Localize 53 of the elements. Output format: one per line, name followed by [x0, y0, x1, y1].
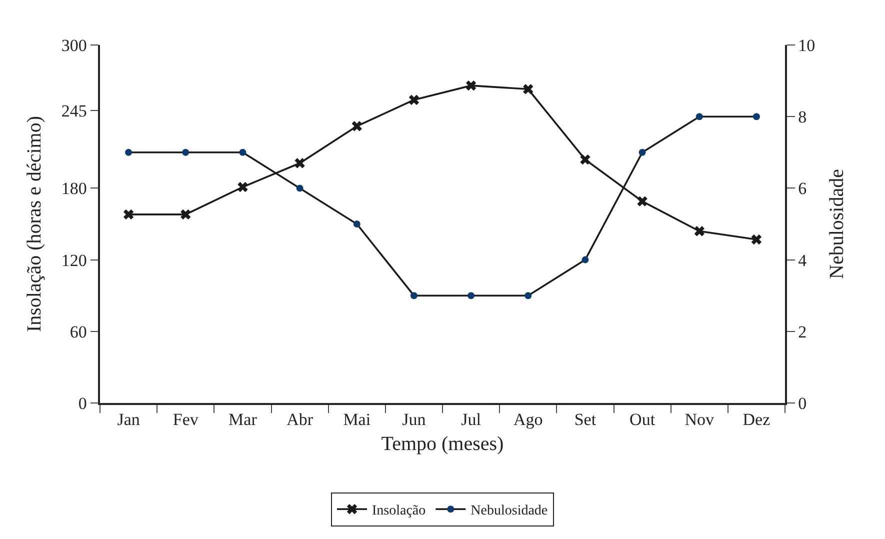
y-axis-title: Insolação (horas e décimo) [23, 116, 46, 332]
x-tick-label: Out [630, 410, 656, 430]
point [752, 113, 760, 120]
point [637, 196, 648, 206]
x-tick-label: Mar [228, 410, 258, 430]
point [238, 182, 248, 192]
point [125, 148, 132, 156]
point [524, 292, 532, 300]
point [123, 209, 134, 220]
legend-label: Insolação [372, 504, 426, 519]
y-tick-label: 60 [70, 322, 87, 342]
y-tick-label: 0 [78, 394, 87, 413]
point [353, 220, 360, 228]
point [751, 234, 762, 245]
x-tick-label: Nov [684, 410, 715, 430]
point [582, 256, 589, 264]
x-tick-label: Ago [513, 410, 543, 430]
x-tick-label: Mai [343, 410, 371, 430]
y2-tick-label: 2 [798, 322, 807, 342]
x-tick-label: Set [574, 410, 596, 430]
x-tick-label: Jul [461, 410, 482, 430]
point [580, 154, 590, 165]
point [182, 148, 190, 156]
y2-axis-title: Nebulosidade [826, 168, 848, 279]
point [523, 84, 534, 94]
x-tick-label: Jun [402, 410, 426, 430]
point [352, 121, 362, 132]
point [296, 184, 304, 192]
point [468, 292, 475, 300]
y-tick-label: 300 [61, 36, 87, 55]
y-tick-label: 180 [61, 179, 87, 198]
y-tick-label: 120 [61, 250, 87, 270]
point [239, 148, 246, 156]
x-tick-label: Dez [742, 410, 771, 430]
x-tick-label: Fev [172, 410, 199, 430]
point [180, 209, 191, 220]
x-tick-label: Abr [286, 410, 314, 430]
point [294, 158, 305, 168]
point [694, 226, 704, 236]
y2-tick-label: 10 [798, 36, 816, 55]
point [410, 292, 418, 300]
y2-tick-label: 0 [798, 394, 807, 413]
x-axis-title: Tempo (meses) [381, 433, 504, 456]
y2-tick-label: 8 [798, 108, 807, 127]
point [696, 113, 703, 120]
x-tick-label: Jan [117, 410, 140, 430]
point [408, 94, 420, 105]
legend-label: Nebulosidade [470, 504, 548, 519]
point [466, 80, 476, 91]
point [638, 148, 646, 156]
y-tick-label: 245 [61, 102, 87, 121]
y2-tick-label: 6 [798, 179, 807, 198]
y2-tick-label: 4 [798, 250, 808, 270]
